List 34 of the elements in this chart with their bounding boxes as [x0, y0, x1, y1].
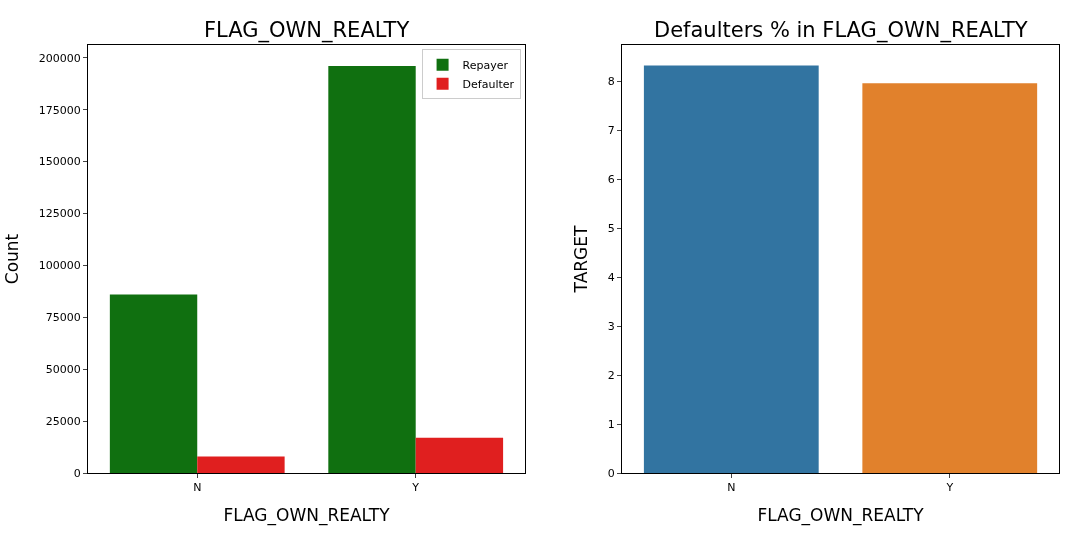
x-tick-label: Y	[411, 481, 420, 495]
bar	[415, 437, 504, 473]
y-tick-label: 200000	[38, 51, 81, 65]
y-tick-label: 50000	[45, 363, 81, 377]
y-tick-label: 0	[607, 466, 615, 480]
y-tick-label: 7	[607, 124, 615, 138]
y-tick-label: 175000	[38, 103, 81, 117]
y-tick-label: 3	[607, 319, 615, 333]
y-tick-label: 0	[73, 466, 81, 480]
y-tick-label: 4	[607, 270, 615, 284]
bar	[328, 66, 416, 473]
x-tick-label: N	[727, 481, 736, 495]
bar	[197, 456, 285, 473]
x-axis-title: FLAG_OWN_REALTY	[757, 504, 925, 526]
y-tick-label: 25000	[45, 414, 81, 428]
y-tick-label: 1	[607, 417, 615, 431]
y-axis-title: TARGET	[571, 224, 592, 294]
y-tick-label: 100000	[38, 259, 81, 273]
x-tick-label: N	[193, 481, 202, 495]
legend-label: Defaulter	[462, 78, 515, 92]
y-axis-title: Count	[2, 233, 23, 285]
legend-label: Repayer	[462, 59, 509, 73]
y-tick-label: 75000	[45, 311, 81, 325]
chart-title: FLAG_OWN_REALTY	[204, 18, 410, 43]
y-tick-label: 5	[607, 222, 615, 235]
bar	[109, 294, 198, 473]
y-tick-label: 125000	[38, 207, 81, 221]
chart-title: Defaulters % in FLAG_OWN_REALTY	[654, 18, 1028, 43]
y-tick-label: 6	[607, 173, 615, 187]
y-tick-label: 150000	[38, 155, 81, 169]
x-tick-label: Y	[945, 481, 954, 495]
y-tick-label: 8	[607, 75, 615, 89]
y-tick-label: 2	[607, 368, 615, 382]
x-axis-title: FLAG_OWN_REALTY	[223, 504, 391, 526]
